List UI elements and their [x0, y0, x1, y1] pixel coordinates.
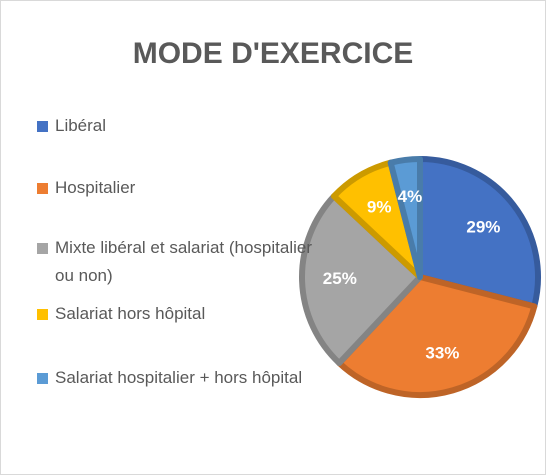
data-label: 29% [466, 217, 500, 236]
pie-slice [336, 274, 538, 398]
data-label: 9% [367, 197, 392, 216]
legend-label: Hospitalier [55, 178, 136, 197]
legend-swatch [37, 309, 48, 320]
legend-swatch [37, 183, 48, 194]
data-label: 25% [323, 269, 357, 288]
data-label: 4% [398, 187, 423, 206]
legend-label: Salariat hospitalier + hors hôpital [55, 368, 303, 387]
pie-slice [417, 156, 541, 310]
chart-title: MODE D'EXERCICE [132, 37, 414, 70]
legend-item: Hospitalier [37, 174, 317, 202]
legend-swatch [37, 121, 48, 132]
legend-item: Mixte libéral et salariat (hospitalier o… [37, 234, 317, 290]
legend-swatch [37, 243, 48, 254]
legend-label: Mixte libéral et salariat (hospitalier o… [55, 238, 312, 285]
legend-item: Salariat hospitalier + hors hôpital [37, 364, 317, 392]
legend-label: Libéral [55, 116, 107, 135]
legend-item: Libéral [37, 112, 317, 140]
legend-swatch [37, 373, 48, 384]
pie-slice [387, 156, 423, 280]
legend-item: Salariat hors hôpital [37, 300, 317, 328]
pie-slice [299, 193, 423, 367]
legend-label: Salariat hors hôpital [55, 304, 206, 323]
data-label: 33% [425, 344, 459, 363]
